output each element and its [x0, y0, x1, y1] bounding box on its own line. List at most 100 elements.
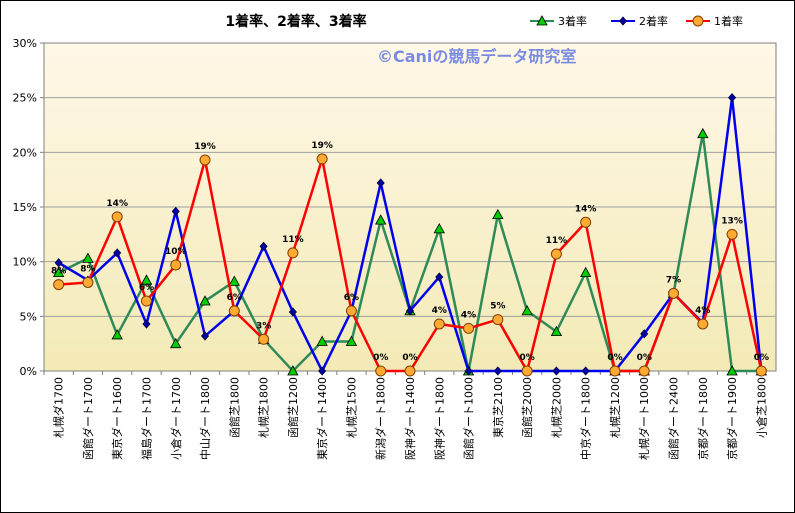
data-point — [142, 319, 151, 329]
data-point — [692, 15, 704, 27]
data-point — [288, 307, 297, 317]
data-label: 8% — [80, 264, 95, 274]
x-tick-label: 中山ダート1800 — [198, 377, 212, 460]
data-point — [345, 305, 357, 317]
data-point — [492, 208, 504, 220]
data-point — [345, 335, 358, 346]
data-label: 7% — [666, 275, 681, 285]
data-point — [435, 272, 444, 282]
x-tick-label: 阪神ダート1400 — [403, 377, 417, 460]
data-point — [140, 274, 153, 285]
data-label: 19% — [194, 142, 216, 152]
data-point — [53, 279, 65, 291]
data-point — [433, 318, 445, 330]
x-tick-label: 函館ダート2400 — [667, 377, 681, 460]
data-point — [492, 314, 504, 326]
data-point — [170, 259, 182, 271]
x-tick-label: 新潟ダート1800 — [374, 377, 388, 460]
data-point — [52, 266, 65, 278]
x-tick-label: 東京ダート1600 — [110, 377, 124, 460]
watermark: ©Caniの競馬データ研究室 — [377, 47, 576, 66]
data-point — [171, 206, 180, 216]
legend-label: 2着率 — [639, 14, 668, 28]
data-point — [199, 295, 211, 306]
data-point — [640, 329, 649, 339]
x-tick-label: 札幌芝1200 — [608, 377, 622, 438]
data-point — [728, 93, 737, 103]
data-point — [638, 365, 650, 377]
data-point — [140, 295, 152, 307]
y-tick-label: 15% — [13, 201, 37, 214]
data-point — [581, 366, 590, 376]
x-tick-label: 阪神ダート1800 — [432, 377, 446, 460]
data-label: 4% — [432, 306, 447, 316]
data-point — [258, 333, 270, 345]
data-point — [287, 247, 299, 259]
data-label: 11% — [546, 236, 568, 246]
x-tick-label: 札幌芝2000 — [549, 377, 563, 438]
data-point — [54, 258, 63, 268]
data-point — [82, 252, 94, 263]
data-label: 0% — [754, 353, 769, 363]
y-axis-ticks: 0% 5% 10% 15% 20% 25% 30% — [13, 37, 44, 378]
data-label: 14% — [106, 199, 128, 209]
x-tick-label: 京都ダート1900 — [725, 377, 739, 460]
x-tick-label: 函館ダート1700 — [81, 377, 95, 460]
data-label: 4% — [695, 306, 710, 316]
data-labels: 8% 8% 14% 6% 10% 19% 6% 3% 11% 19% 6% 0% 0% 4% 4% 5% 0% 1… — [51, 141, 769, 363]
data-point — [609, 365, 621, 377]
data-point — [668, 287, 680, 299]
data-label: 6% — [227, 293, 242, 303]
data-point — [287, 365, 299, 376]
x-axis-categories: 札幌ダ1700 函館ダート1700 東京ダート1600 福島ダート1700 小倉ダート1… — [43, 371, 768, 460]
y-tick-label: 20% — [13, 146, 37, 159]
data-point — [755, 365, 767, 377]
data-point — [259, 241, 268, 251]
data-point — [521, 365, 533, 377]
data-point — [316, 335, 328, 346]
y-tick-label: 30% — [13, 37, 37, 50]
data-label: 11% — [282, 235, 304, 245]
x-tick-label: 東京芝2100 — [491, 377, 505, 438]
data-point — [199, 154, 211, 166]
x-tick-label: 福島ダート1700 — [139, 377, 153, 460]
data-point — [201, 331, 210, 341]
data-point — [375, 214, 387, 225]
data-point — [111, 329, 123, 340]
series-group — [53, 153, 767, 377]
legend: 3着率 2着率 1着率 — [530, 14, 743, 28]
data-point — [228, 305, 240, 317]
x-tick-label: 函館芝2000 — [520, 377, 534, 438]
data-point — [697, 127, 709, 139]
data-point — [580, 216, 592, 228]
data-label: 10% — [165, 247, 187, 257]
x-tick-label: 函館芝1200 — [286, 377, 300, 438]
data-point — [726, 228, 738, 240]
data-point — [113, 248, 122, 258]
y-tick-label: 25% — [13, 92, 37, 105]
data-point — [536, 15, 548, 26]
data-label: 14% — [575, 204, 597, 214]
chart-title: 1着率、2着率、3着率 — [225, 13, 366, 30]
x-tick-label: 函館ダート1000 — [462, 377, 476, 460]
data-point — [433, 223, 445, 234]
data-point — [550, 248, 562, 260]
data-point — [521, 305, 533, 316]
gridlines — [44, 97, 776, 317]
data-point — [697, 318, 709, 330]
data-point — [493, 366, 502, 376]
data-label: 0% — [519, 353, 534, 363]
data-point — [618, 16, 628, 26]
x-tick-label: 札幌ダ1700 — [52, 377, 66, 438]
data-label: 8% — [51, 267, 66, 277]
x-tick-label: 札幌芝1500 — [344, 377, 358, 438]
data-label: 19% — [311, 141, 333, 151]
y-tick-label: 0% — [20, 365, 37, 378]
data-point — [376, 178, 385, 188]
data-point — [580, 266, 592, 278]
data-label: 6% — [139, 283, 154, 293]
data-point — [111, 211, 123, 223]
x-tick-label: 函館芝1800 — [227, 377, 241, 438]
legend-label: 3着率 — [558, 14, 587, 28]
data-point — [318, 366, 327, 376]
